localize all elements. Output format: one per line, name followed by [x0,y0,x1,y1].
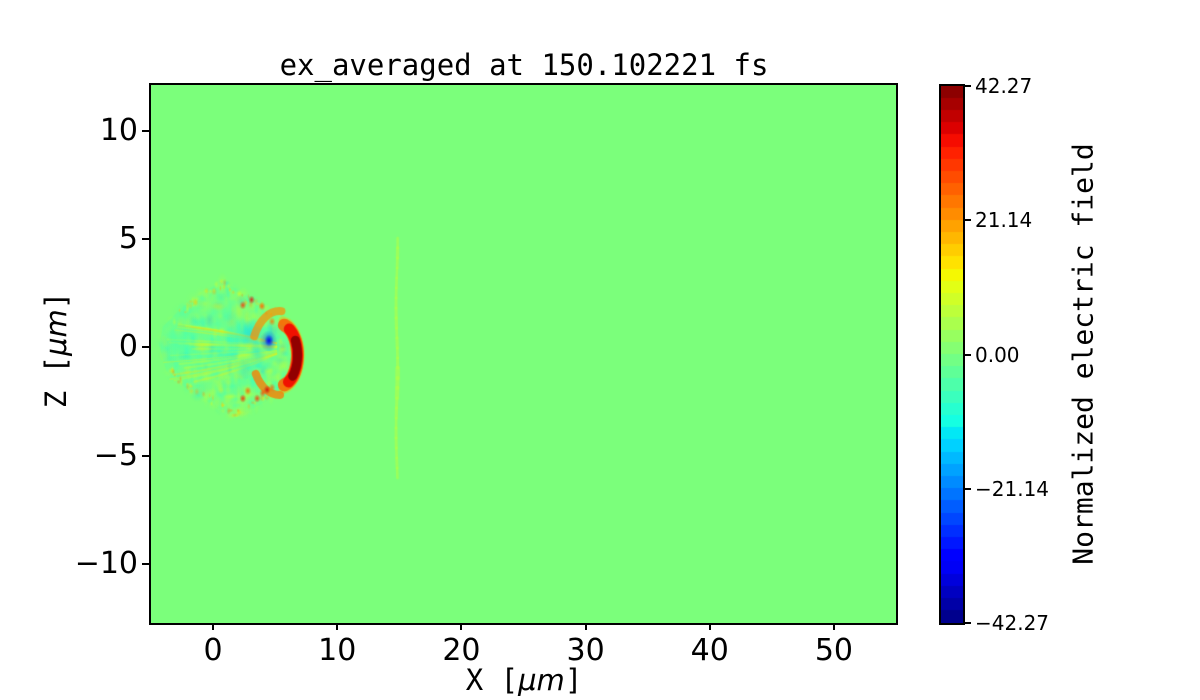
heatmap-canvas [151,85,896,623]
x-axis-label: X [μm] [466,663,583,697]
colorbar-tick [965,85,971,87]
colorbar-tick [965,622,971,624]
colorbar-tick [965,219,971,222]
y-tick [142,346,149,349]
x-axis-label-text: X [ [465,663,519,697]
colorbar-tick-label: 21.14 [975,208,1033,233]
colorbar-tick-label: 0.00 [975,342,1020,367]
x-tick [708,623,711,630]
y-tick-label: 10 [99,112,138,148]
colorbar-label: Normalized electric field [1066,143,1100,565]
x-tick [832,623,835,630]
x-tick-label: 30 [566,633,605,668]
y-tick-label: −5 [93,437,138,473]
x-axis-unit: μm [518,663,565,697]
colorbar-tick-label: 42.27 [975,74,1033,98]
colorbar-tick [965,353,971,356]
y-tick-label: 0 [118,329,138,365]
x-tick-label: 0 [203,633,223,668]
x-axis-label-close: ] [564,663,583,697]
colorbar-tick-label: −21.14 [975,476,1050,501]
y-tick [142,129,149,132]
colorbar-canvas [941,86,963,623]
x-tick [336,623,339,630]
colorbar [939,84,965,625]
y-tick [142,563,149,566]
y-tick [142,238,149,241]
y-tick-label: 5 [118,221,138,257]
y-axis-label-text: Z [ [39,355,73,409]
plot-area [149,83,898,625]
colorbar-tick-label: −42.27 [975,611,1050,635]
x-tick [212,623,215,630]
colorbar-tick [965,487,971,490]
x-tick-label: 20 [442,633,481,668]
x-tick-label: 40 [690,633,729,668]
x-tick [460,623,463,630]
y-axis-label-close: ] [39,291,73,310]
x-tick-label: 10 [318,633,357,668]
x-tick-label: 50 [814,633,853,668]
y-tick-label: −10 [74,546,138,582]
x-tick [584,623,587,630]
plot-title: ex_averaged at 150.102221 fs [279,48,769,82]
y-tick [142,454,149,457]
